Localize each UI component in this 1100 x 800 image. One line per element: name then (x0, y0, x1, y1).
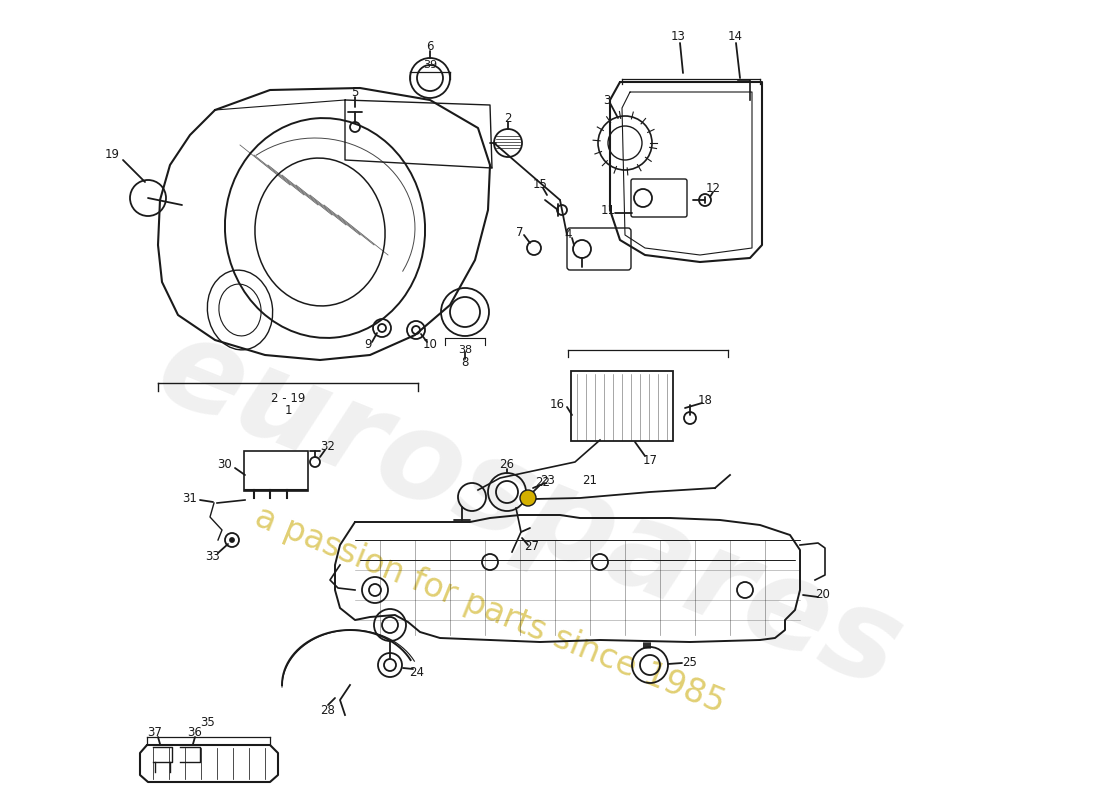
Text: 32: 32 (320, 441, 336, 454)
Circle shape (520, 490, 536, 506)
Text: a passion for parts since 1985: a passion for parts since 1985 (250, 500, 729, 720)
Text: 19: 19 (104, 149, 120, 162)
Text: 39: 39 (422, 60, 437, 70)
Text: 37: 37 (147, 726, 163, 739)
Circle shape (230, 538, 234, 542)
Text: 11: 11 (601, 203, 616, 217)
Text: 38: 38 (458, 345, 472, 355)
Text: 2: 2 (504, 111, 512, 125)
Text: 30: 30 (218, 458, 232, 471)
Text: 8: 8 (461, 357, 469, 370)
Text: 4: 4 (564, 229, 572, 242)
Text: 27: 27 (525, 541, 539, 554)
Text: 33: 33 (206, 550, 220, 563)
Text: 26: 26 (499, 458, 515, 471)
Text: 1: 1 (284, 403, 292, 417)
Text: 35: 35 (200, 715, 216, 729)
Text: 3: 3 (603, 94, 611, 106)
Text: 24: 24 (409, 666, 425, 678)
Text: 2 - 19: 2 - 19 (271, 393, 305, 406)
Text: 9: 9 (364, 338, 372, 351)
Text: 16: 16 (550, 398, 565, 411)
Text: 31: 31 (183, 491, 197, 505)
Text: 6: 6 (427, 41, 433, 54)
Text: 25: 25 (683, 655, 697, 669)
Text: 10: 10 (422, 338, 438, 351)
Text: 12: 12 (705, 182, 720, 194)
Text: 20: 20 (815, 589, 830, 602)
Text: 14: 14 (727, 30, 742, 43)
Text: 7: 7 (516, 226, 524, 238)
Text: 23: 23 (540, 474, 556, 486)
Text: 15: 15 (532, 178, 548, 191)
Text: 5: 5 (351, 86, 359, 99)
Text: 22: 22 (536, 475, 550, 489)
Text: 18: 18 (697, 394, 713, 406)
Text: 28: 28 (320, 703, 336, 717)
Text: 36: 36 (188, 726, 202, 739)
Text: eurospares: eurospares (141, 306, 918, 714)
Text: 17: 17 (642, 454, 658, 466)
Text: 13: 13 (671, 30, 685, 43)
Text: 21: 21 (583, 474, 597, 486)
